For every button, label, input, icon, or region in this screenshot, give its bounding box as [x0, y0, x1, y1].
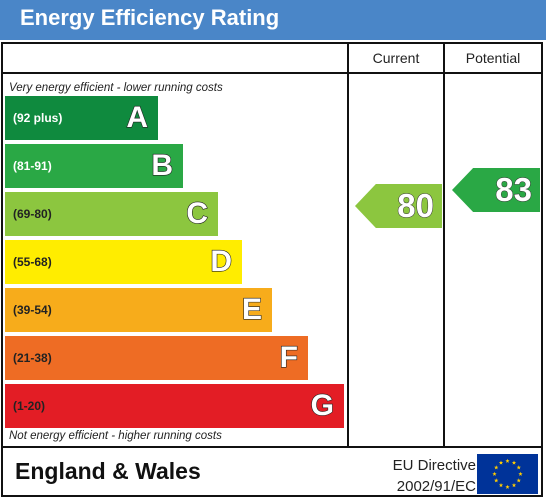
- band-b-range: (81-91): [13, 159, 52, 173]
- footer-divider: [1, 446, 543, 448]
- page-title: Energy Efficiency Rating: [20, 5, 280, 30]
- eu-star: [505, 484, 510, 489]
- eu-star: [511, 482, 517, 488]
- header-bar: Energy Efficiency Rating: [0, 0, 546, 40]
- eu-star: [518, 471, 523, 476]
- directive-line-1: EU Directive: [392, 457, 476, 474]
- potential-rating-arrow: 83: [452, 168, 540, 212]
- directive-line-2: 2002/91/EC: [396, 478, 476, 495]
- eu-star: [498, 482, 504, 488]
- band-f-range: (21-38): [13, 351, 52, 365]
- band-c: (69-80) C: [5, 192, 218, 236]
- inefficient-note: Not energy efficient - higher running co…: [9, 430, 222, 442]
- band-d-range: (55-68): [13, 255, 52, 269]
- current-rating-value: 80: [397, 187, 435, 225]
- rating-frame: [1, 42, 543, 497]
- potential-column-label: Potential: [465, 50, 521, 66]
- eu-stars-ring: [492, 458, 523, 489]
- eu-star: [494, 465, 499, 470]
- band-d-letter: D: [210, 244, 233, 278]
- band-f: (21-38) F: [5, 336, 308, 380]
- band-b: (81-91) B: [5, 144, 183, 188]
- current-rating-arrow: 80: [355, 184, 442, 228]
- band-e-letter: E: [241, 292, 262, 326]
- eu-star: [511, 460, 517, 465]
- eu-star: [516, 478, 521, 483]
- band-c-letter: C: [186, 196, 209, 230]
- band-g: (1-20) G: [5, 384, 344, 428]
- band-b-letter: B: [151, 148, 174, 182]
- band-g-letter: G: [310, 388, 335, 422]
- divider-right: [443, 42, 445, 448]
- eu-star: [498, 460, 504, 465]
- band-e-range: (39-54): [13, 303, 52, 317]
- efficient-note: Very energy efficient - lower running co…: [9, 82, 223, 94]
- band-e: (39-54) E: [5, 288, 272, 332]
- potential-rating-value: 83: [495, 171, 533, 209]
- eu-star: [494, 478, 499, 483]
- eu-star: [492, 471, 497, 476]
- band-a-range: (92 plus): [13, 111, 63, 125]
- eu-flag-icon: [477, 454, 538, 494]
- band-a: (92 plus) A: [5, 96, 158, 140]
- band-c-range: (69-80): [13, 207, 52, 221]
- band-g-range: (1-20): [13, 399, 46, 413]
- band-f-letter: F: [279, 340, 299, 374]
- divider-left: [347, 42, 349, 448]
- eu-star: [516, 465, 521, 470]
- header-row-divider: [1, 72, 543, 74]
- band-d: (55-68) D: [5, 240, 242, 284]
- current-column-label: Current: [372, 50, 420, 66]
- band-a-letter: A: [126, 100, 149, 134]
- region-label: England & Wales: [15, 458, 201, 484]
- eu-star: [505, 458, 510, 463]
